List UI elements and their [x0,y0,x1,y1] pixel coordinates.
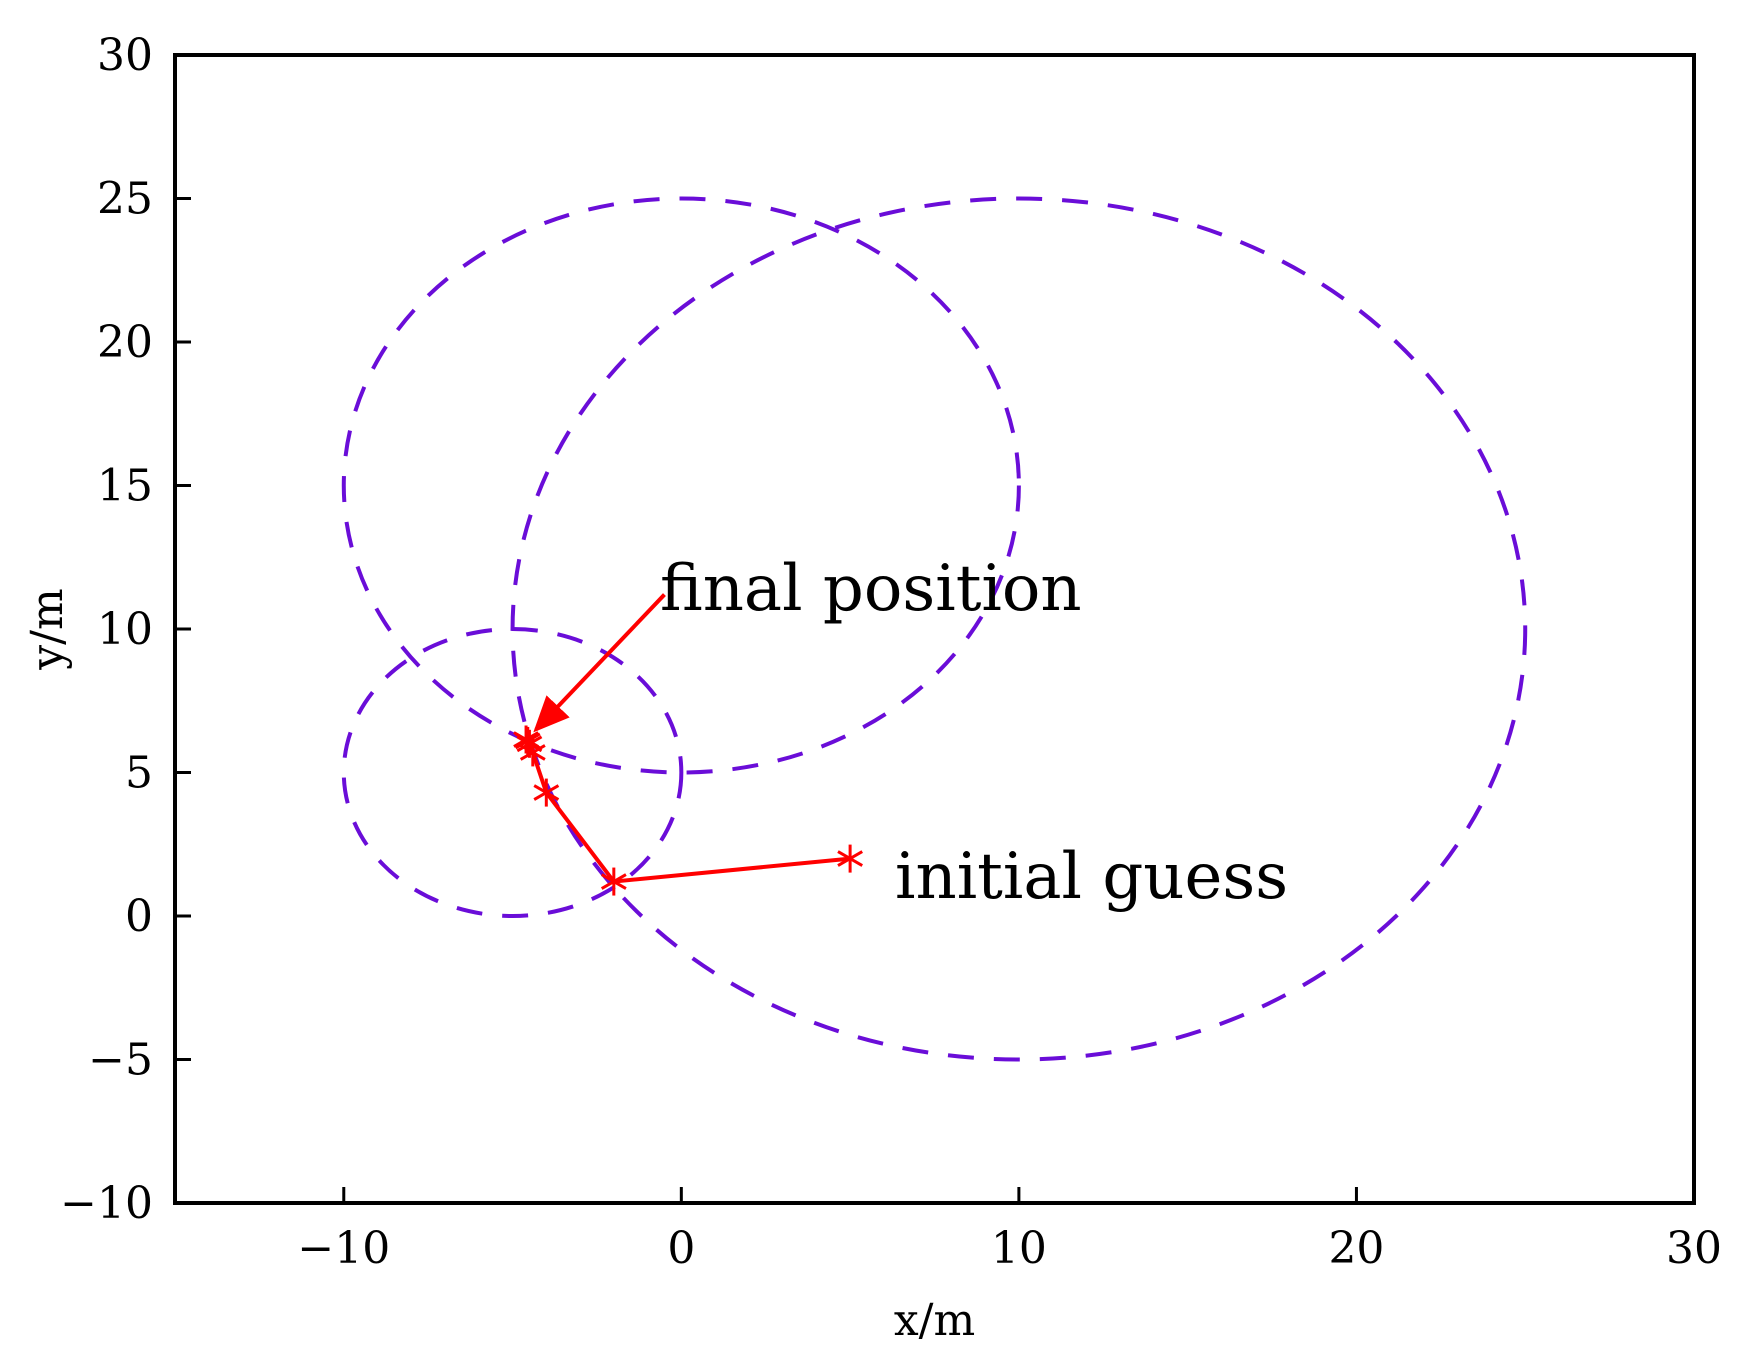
x-tick-label: 20 [1328,1223,1384,1274]
y-tick-label: 15 [97,461,153,512]
y-axis-label: y/m [22,588,73,670]
iteration-point-2 [533,778,560,807]
y-tick-label: 10 [97,604,153,655]
annotation-initial-guess: initial guess [895,840,1288,914]
y-tick-label: 20 [97,317,153,368]
x-tick-label: 0 [667,1223,695,1274]
y-tick-label: 30 [97,30,153,81]
iteration-point-4 [516,729,543,758]
circles-layer [341,196,1528,1062]
y-tick-label: 25 [97,174,153,225]
x-tick-label: 10 [991,1223,1047,1274]
y-tick-label: 5 [125,748,153,799]
iteration-path-line [524,737,851,884]
y-tick-label: −10 [60,1178,153,1229]
x-tick-label: −10 [297,1223,390,1274]
range-circle-3 [341,627,684,918]
x-axis-label: x/m [894,1295,975,1346]
iteration-point-0 [837,844,863,873]
final-position-arrow [533,593,666,733]
y-tick-label: −5 [88,1035,153,1086]
annotation-layer [533,593,666,733]
iteration-path-layer [513,725,863,896]
range-circle-1 [341,196,1021,775]
ticks-layer: −10 0 10 20 30 −10 −5 0 5 10 15 20 25 30 [60,30,1722,1274]
y-tick-label: 0 [125,891,153,942]
range-circle-2 [510,196,1528,1062]
x-tick-label: 30 [1666,1223,1722,1274]
iteration-point-6 [513,725,539,754]
plot-frame [173,53,1696,1205]
annotation-final-position: final position [660,552,1082,626]
iteration-point-1 [600,867,627,896]
